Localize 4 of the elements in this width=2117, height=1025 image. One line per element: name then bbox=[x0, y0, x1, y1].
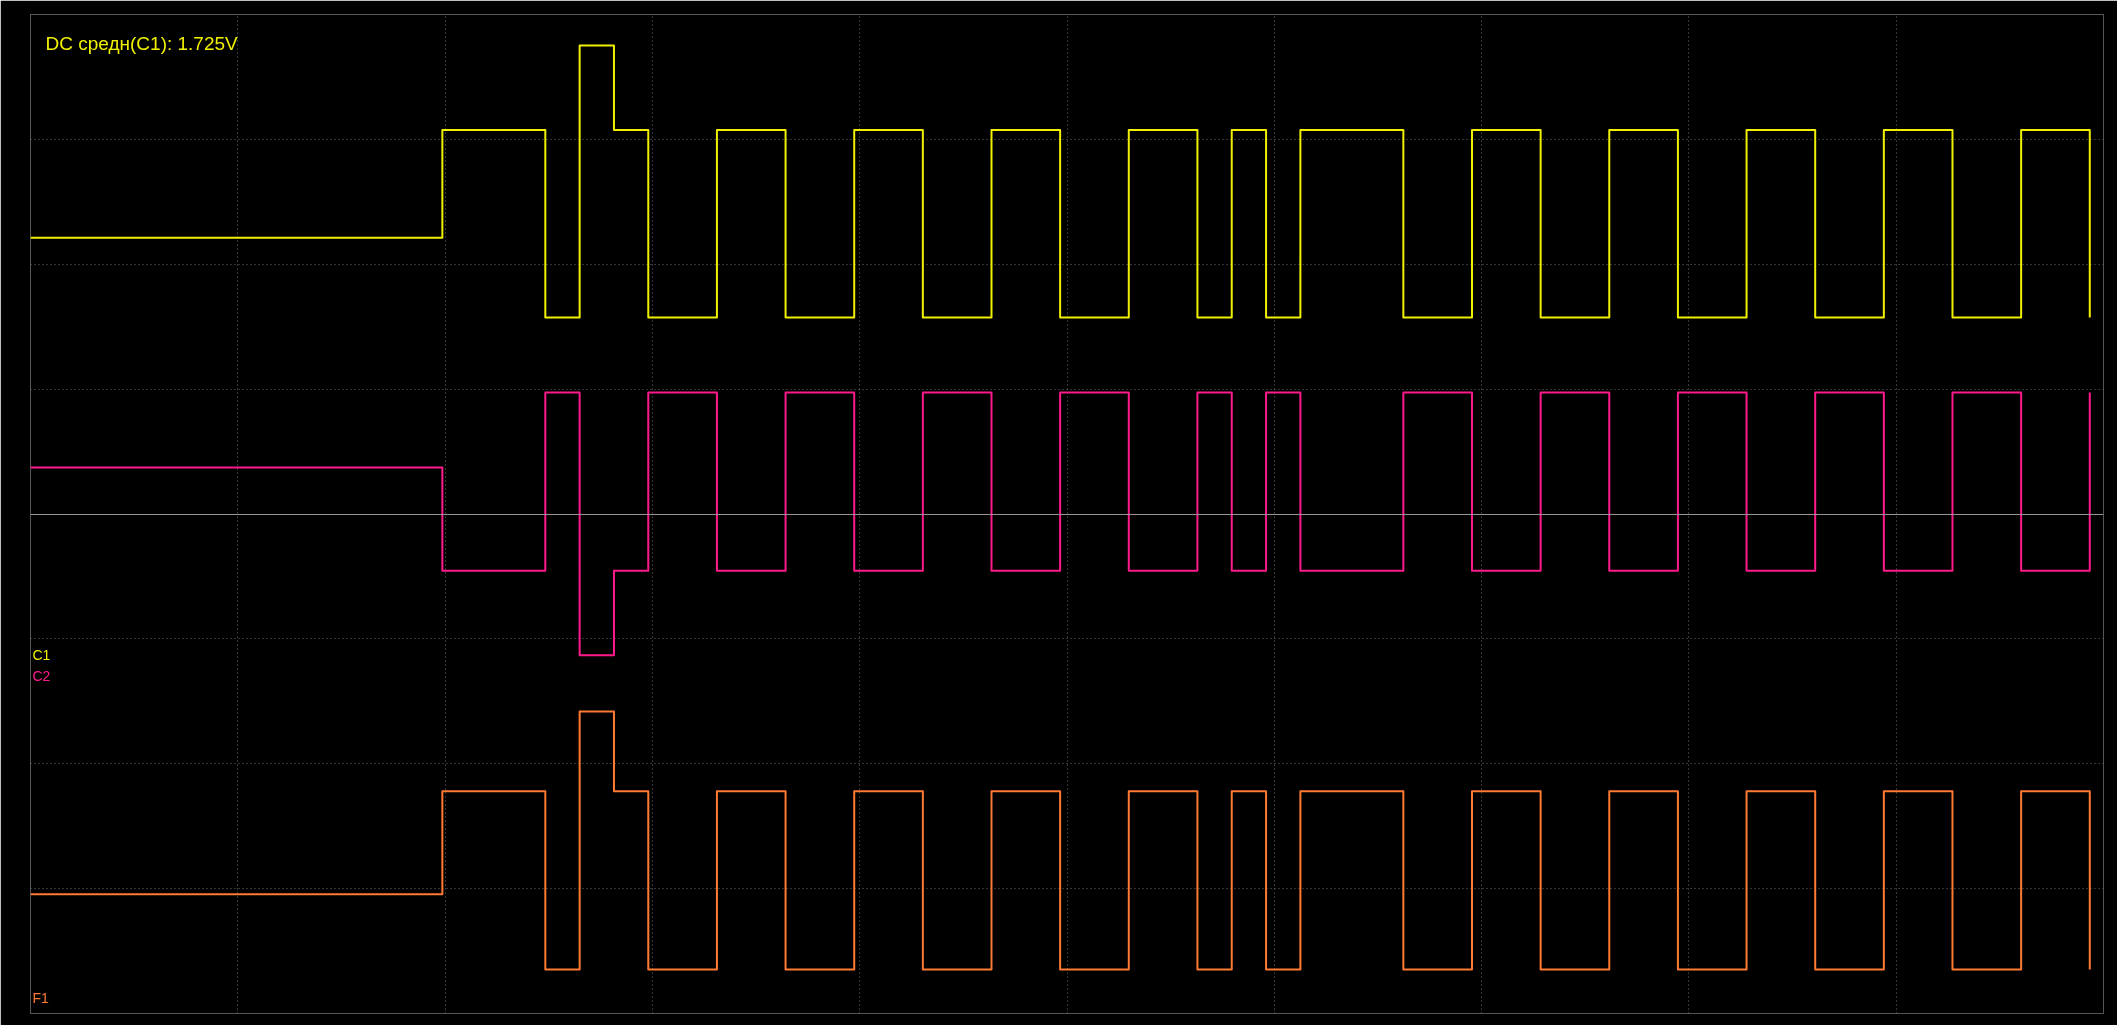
annotation: DC средн(C1): 1.725V bbox=[45, 33, 239, 55]
text: F1 bbox=[32, 989, 50, 1006]
text: C2 bbox=[32, 668, 51, 685]
text: C1 bbox=[32, 647, 51, 664]
